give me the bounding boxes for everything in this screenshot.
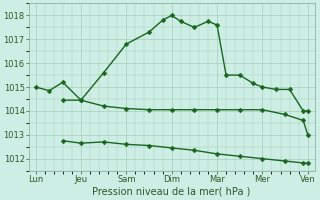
X-axis label: Pression niveau de la mer( hPa ): Pression niveau de la mer( hPa ) [92,187,251,197]
